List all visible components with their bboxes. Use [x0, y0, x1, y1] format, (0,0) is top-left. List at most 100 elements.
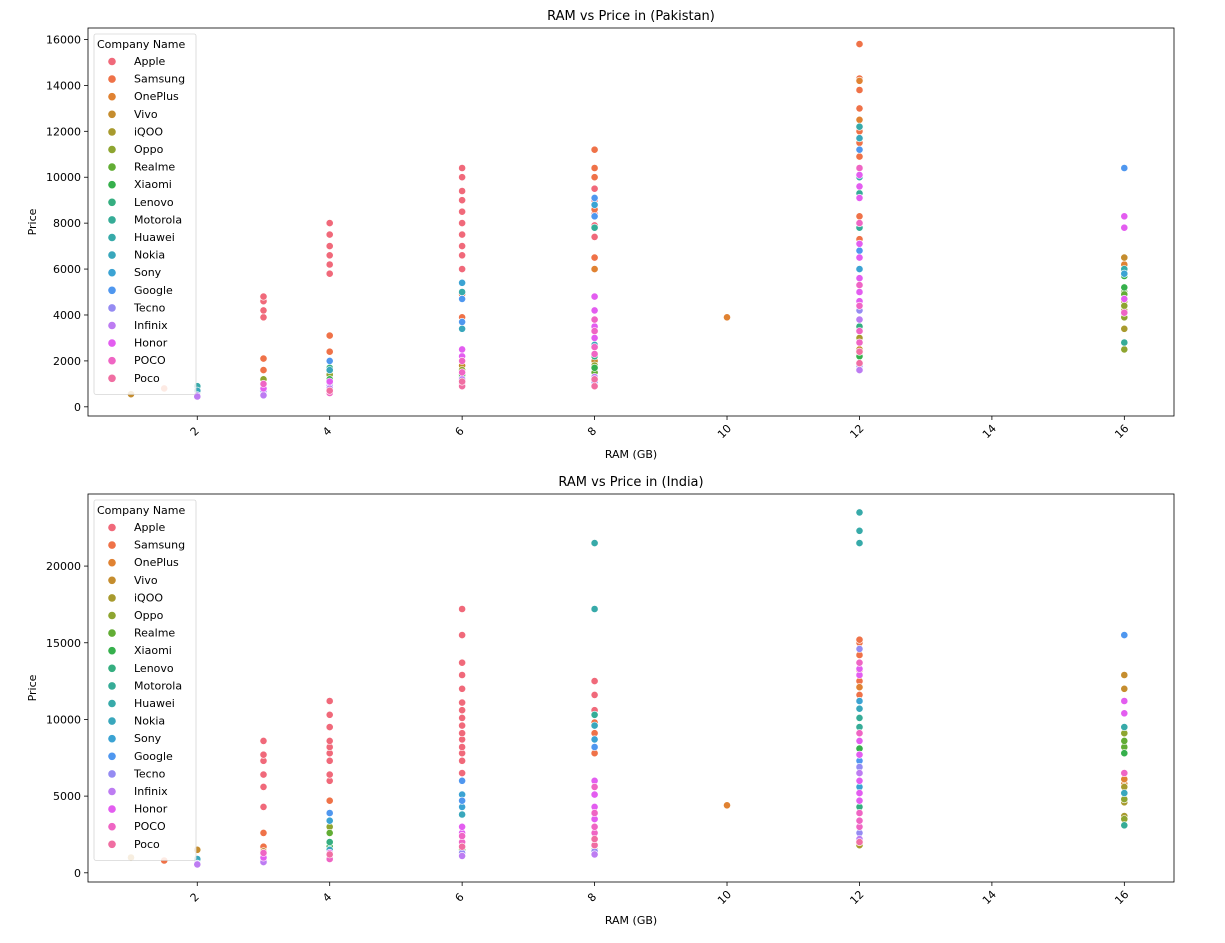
data-point-honor: [458, 822, 466, 831]
legend-marker-motorola: [108, 216, 116, 224]
data-point-infinix: [193, 392, 202, 401]
data-point-poco: [855, 359, 864, 368]
data-point-poco: [590, 835, 599, 843]
data-point-motorola: [1120, 821, 1129, 830]
data-point-honor: [325, 377, 334, 386]
data-point-google: [590, 212, 599, 221]
legend-label-poco: Poco: [134, 838, 160, 851]
legend-marker-xiaomi: [108, 646, 116, 655]
data-point-poco: [855, 838, 864, 846]
legend-title: Company Name: [97, 504, 186, 517]
chart-panel-2: RAM vs Price in (India) 2 4 6 8 10 12 14 16 0 5000…: [26, 475, 1175, 927]
data-points: [127, 40, 1129, 401]
legend-label-google: Google: [134, 750, 173, 763]
data-point-google: [855, 246, 864, 255]
legend-marker-oppo: [108, 611, 116, 620]
y-tick-label: 6000: [53, 263, 81, 276]
data-point-apple: [458, 684, 466, 693]
data-point-apple: [590, 184, 599, 193]
y-tick-label: 15000: [46, 637, 81, 650]
data-point-poco: [590, 783, 599, 791]
data-point-infinix: [855, 315, 864, 324]
legend-label-nokia: Nokia: [134, 249, 165, 262]
legend-label-honor: Honor: [134, 337, 168, 350]
data-point-google: [458, 317, 466, 326]
data-point-apple: [590, 691, 599, 699]
x-tick-label: 12: [847, 422, 866, 441]
data-point-apple: [458, 756, 466, 765]
data-point-apple: [259, 292, 268, 301]
data-point-huawei: [1120, 723, 1129, 731]
data-point-apple: [458, 721, 466, 730]
data-point-poco: [590, 350, 599, 358]
legend-label-tecno: Tecno: [133, 767, 166, 780]
data-point-honor: [855, 170, 864, 179]
legend-box: [93, 499, 197, 861]
data-point-samsung: [855, 86, 864, 94]
data-point-oppo: [1120, 345, 1129, 354]
legend-box: [93, 33, 197, 395]
data-point-apple: [458, 196, 466, 205]
legend-label-apple: Apple: [134, 521, 166, 534]
y-tick-label: 14000: [46, 79, 81, 92]
data-point-oneplus: [723, 313, 731, 322]
data-point-oppo: [1120, 301, 1129, 310]
data-point-samsung: [259, 829, 268, 837]
data-point-poco: [325, 386, 334, 395]
data-point-vivo: [1120, 253, 1129, 262]
legend-marker-xiaomi: [108, 180, 116, 189]
data-point-oneplus: [723, 801, 731, 810]
x-tick-label: 6: [453, 890, 467, 904]
data-point-samsung: [590, 253, 599, 262]
data-point-honor: [590, 333, 599, 342]
plot-frame: [87, 27, 1175, 417]
data-point-apple: [325, 737, 334, 745]
data-point-apple: [458, 729, 466, 738]
legend-marker-poco: [108, 822, 116, 831]
legend-label-infinix: Infinix: [134, 319, 168, 332]
data-point-poco: [458, 356, 466, 365]
data-point-xiaomi: [1120, 283, 1129, 292]
legend-label-apple: Apple: [134, 55, 166, 68]
y-tick-label: 12000: [46, 125, 81, 138]
y-tick-label: 0: [74, 401, 81, 414]
legend-label-lenovo: Lenovo: [134, 196, 174, 209]
legend-label-honor: Honor: [134, 803, 168, 816]
data-point-poco: [1120, 308, 1129, 317]
data-point-nokia: [458, 810, 466, 819]
data-point-poco: [855, 338, 864, 347]
data-point-sony: [1120, 269, 1129, 278]
data-point-infinix: [855, 769, 864, 777]
legend-label-motorola: Motorola: [134, 213, 182, 226]
data-point-samsung: [325, 347, 334, 356]
legend: Company Name Apple Samsung OnePlus Vivo iQOO O…: [93, 499, 197, 861]
y-tick-label: 2000: [53, 355, 81, 368]
data-point-honor: [855, 182, 864, 191]
data-point-apple: [325, 697, 334, 705]
data-point-poco: [855, 219, 864, 227]
legend-marker-tecno: [108, 770, 116, 778]
data-point-honor: [855, 737, 864, 745]
data-point-apple: [458, 164, 466, 172]
data-point-poco: [855, 729, 864, 738]
data-point-poco: [259, 849, 268, 857]
legend-label-poco: POCO: [134, 820, 166, 833]
x-tick-label: 6: [453, 424, 467, 438]
legend-marker-apple: [108, 523, 116, 532]
legend-label-poco: Poco: [134, 372, 160, 385]
x-tick-label: 14: [980, 422, 999, 441]
data-point-honor: [855, 776, 864, 785]
data-point-apple: [325, 723, 334, 731]
data-point-poco: [458, 377, 466, 386]
data-point-motorola: [1120, 338, 1129, 347]
data-point-poco: [590, 375, 599, 384]
legend-label-samsung: Samsung: [134, 539, 185, 552]
data-point-poco: [458, 842, 466, 851]
data-point-poco: [590, 822, 599, 831]
legend-marker-iqoo: [108, 594, 116, 602]
legend-label-google: Google: [134, 284, 173, 297]
data-point-infinix: [458, 852, 466, 860]
data-point-oneplus: [855, 683, 864, 692]
legend-label-huawei: Huawei: [134, 231, 175, 244]
data-point-apple: [458, 605, 466, 613]
